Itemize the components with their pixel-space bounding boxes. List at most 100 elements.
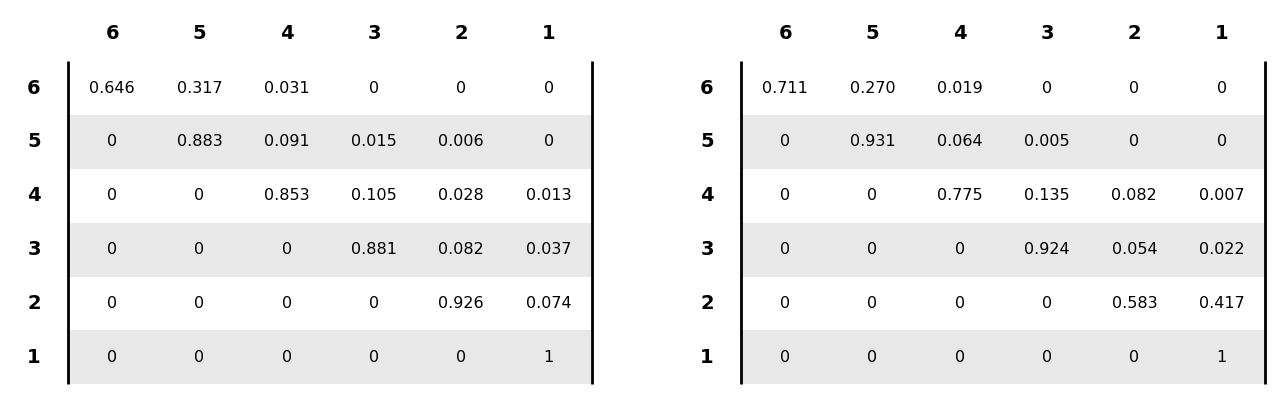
- Text: 5: 5: [865, 24, 880, 43]
- Text: 0: 0: [107, 188, 117, 203]
- Text: 3: 3: [367, 24, 381, 43]
- Text: 2: 2: [27, 294, 41, 313]
- Text: 5: 5: [27, 132, 41, 151]
- Text: 6: 6: [778, 24, 792, 43]
- Text: 0: 0: [107, 350, 117, 365]
- Text: 1: 1: [542, 24, 556, 43]
- Text: 4: 4: [953, 24, 967, 43]
- Text: 0: 0: [1043, 296, 1052, 311]
- Text: 1: 1: [1215, 24, 1229, 43]
- Text: 0.931: 0.931: [850, 134, 895, 149]
- Text: 2: 2: [1127, 24, 1141, 43]
- Text: 0.105: 0.105: [351, 188, 397, 203]
- Text: 0: 0: [1130, 80, 1139, 95]
- Text: 0: 0: [1217, 80, 1226, 95]
- Text: 0.883: 0.883: [176, 134, 222, 149]
- Text: 0.064: 0.064: [937, 134, 982, 149]
- Text: 0: 0: [1130, 134, 1139, 149]
- Text: 3: 3: [27, 240, 41, 259]
- Text: 0.317: 0.317: [177, 80, 222, 95]
- Text: 0: 0: [194, 296, 204, 311]
- Bar: [68, 61, 592, 115]
- Text: 6: 6: [700, 78, 714, 97]
- Bar: [741, 223, 1265, 276]
- Text: 0.091: 0.091: [263, 134, 309, 149]
- Bar: [741, 276, 1265, 330]
- Text: 0.082: 0.082: [438, 242, 484, 257]
- Text: 0.924: 0.924: [1025, 242, 1070, 257]
- Text: 0.015: 0.015: [351, 134, 397, 149]
- Text: 0.270: 0.270: [850, 80, 895, 95]
- Text: 0: 0: [543, 134, 553, 149]
- Text: 0: 0: [456, 80, 466, 95]
- Text: 0.135: 0.135: [1025, 188, 1070, 203]
- Bar: [741, 115, 1265, 169]
- Text: 0: 0: [781, 188, 790, 203]
- Text: 0: 0: [1130, 350, 1139, 365]
- Text: 0: 0: [868, 188, 877, 203]
- Text: 0: 0: [107, 296, 117, 311]
- Text: 0: 0: [281, 350, 291, 365]
- Text: 0: 0: [1043, 350, 1052, 365]
- Text: 0: 0: [955, 242, 964, 257]
- Text: 0: 0: [1043, 80, 1052, 95]
- Text: 0: 0: [955, 350, 964, 365]
- Text: 0: 0: [369, 80, 379, 95]
- Text: 0: 0: [369, 296, 379, 311]
- Text: 0.583: 0.583: [1112, 296, 1157, 311]
- Text: 0: 0: [107, 134, 117, 149]
- Text: 0.853: 0.853: [265, 188, 309, 203]
- Text: 4: 4: [27, 186, 41, 205]
- Bar: [68, 223, 592, 276]
- Text: 0.031: 0.031: [265, 80, 309, 95]
- Bar: [68, 169, 592, 223]
- Text: 1: 1: [1216, 350, 1226, 365]
- Text: 0: 0: [107, 242, 117, 257]
- Text: 0.013: 0.013: [525, 188, 571, 203]
- Text: 0.028: 0.028: [438, 188, 484, 203]
- Text: 2: 2: [455, 24, 469, 43]
- Text: 0.775: 0.775: [937, 188, 982, 203]
- Text: 0.006: 0.006: [439, 134, 484, 149]
- Text: 6: 6: [105, 24, 119, 43]
- Text: 4: 4: [700, 186, 714, 205]
- Bar: [741, 61, 1265, 115]
- Text: 0.022: 0.022: [1199, 242, 1244, 257]
- Text: 1: 1: [543, 350, 553, 365]
- Text: 0: 0: [194, 242, 204, 257]
- Text: 5: 5: [193, 24, 207, 43]
- Text: 0: 0: [543, 80, 553, 95]
- Text: 3: 3: [1040, 24, 1054, 43]
- Text: 4: 4: [280, 24, 294, 43]
- Bar: [741, 169, 1265, 223]
- Text: 0: 0: [868, 350, 877, 365]
- Text: 0.007: 0.007: [1199, 188, 1244, 203]
- Bar: [68, 115, 592, 169]
- Text: 0.074: 0.074: [525, 296, 571, 311]
- Text: 0: 0: [456, 350, 466, 365]
- Text: 0: 0: [868, 296, 877, 311]
- Bar: [741, 330, 1265, 384]
- Text: 0: 0: [868, 242, 877, 257]
- Text: 0: 0: [781, 242, 790, 257]
- Text: 0.082: 0.082: [1112, 188, 1157, 203]
- Text: 0: 0: [194, 350, 204, 365]
- Text: 1: 1: [700, 348, 714, 367]
- Bar: [68, 276, 592, 330]
- Text: 0.019: 0.019: [937, 80, 982, 95]
- Text: 0: 0: [781, 296, 790, 311]
- Text: 0: 0: [194, 188, 204, 203]
- Text: 6: 6: [27, 78, 41, 97]
- Text: 0: 0: [1217, 134, 1226, 149]
- Text: 0: 0: [281, 242, 291, 257]
- Text: 0.054: 0.054: [1112, 242, 1157, 257]
- Text: 0: 0: [955, 296, 964, 311]
- Text: 5: 5: [700, 132, 714, 151]
- Text: 1: 1: [27, 348, 41, 367]
- Text: 0: 0: [781, 350, 790, 365]
- Text: 0.711: 0.711: [763, 80, 808, 95]
- Text: 0: 0: [281, 296, 291, 311]
- Text: 0.417: 0.417: [1199, 296, 1244, 311]
- Text: 0: 0: [369, 350, 379, 365]
- Text: 3: 3: [700, 240, 714, 259]
